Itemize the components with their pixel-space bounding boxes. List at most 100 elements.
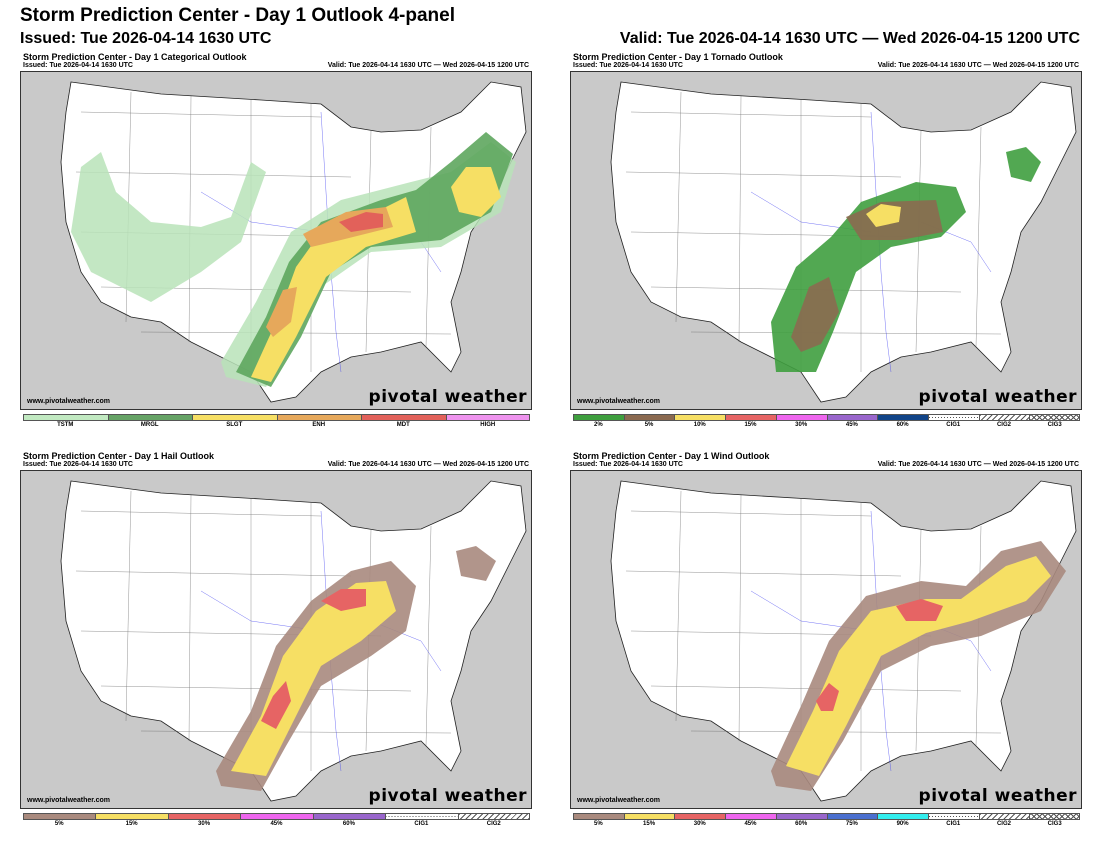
legend-item: 5% bbox=[23, 813, 96, 833]
panel-wind: Storm Prediction Center - Day 1 Wind Out… bbox=[570, 451, 1082, 844]
legend-item: 90% bbox=[877, 813, 928, 833]
legend-label: CIG3 bbox=[1047, 422, 1062, 428]
page-title: Storm Prediction Center - Day 1 Outlook … bbox=[20, 5, 455, 26]
legend-swatch bbox=[623, 813, 675, 820]
map-hail[interactable]: www.pivotalweather.com pivotal weather bbox=[20, 470, 532, 809]
map-tornado[interactable]: www.pivotalweather.com pivotal weather bbox=[570, 71, 1082, 410]
legend-item: TSTM bbox=[23, 414, 108, 434]
legend-item: CIG3 bbox=[1029, 813, 1081, 833]
legend-label: 5% bbox=[594, 821, 603, 827]
legend-swatch bbox=[361, 414, 446, 421]
legend-swatch bbox=[192, 414, 277, 421]
legend-label: 75% bbox=[845, 821, 858, 827]
legend-label: CIG1 bbox=[414, 821, 429, 827]
site-url: www.pivotalweather.com bbox=[577, 398, 660, 405]
panel-valid: Valid: Tue 2026-04-14 1630 UTC — Wed 202… bbox=[327, 461, 529, 468]
map-wind[interactable]: www.pivotalweather.com pivotal weather bbox=[570, 470, 1082, 809]
site-url: www.pivotalweather.com bbox=[27, 797, 110, 804]
legend-label: 60% bbox=[896, 422, 909, 428]
legend-label: CIG2 bbox=[996, 422, 1011, 428]
legend-swatch bbox=[312, 813, 386, 820]
wind-30pct-north bbox=[896, 599, 943, 621]
legend-label: 15% bbox=[744, 422, 757, 428]
legend-swatch bbox=[276, 414, 361, 421]
legend-swatch bbox=[107, 414, 192, 421]
map-svg bbox=[21, 72, 531, 409]
hail-15pct bbox=[231, 581, 396, 776]
map-svg bbox=[571, 471, 1081, 808]
legend-swatch bbox=[826, 414, 878, 421]
legend-label: 15% bbox=[125, 821, 138, 827]
wind-30pct-south bbox=[816, 683, 839, 711]
legend-swatch bbox=[775, 813, 827, 820]
legend-item: 30% bbox=[674, 813, 726, 833]
legend-label: 5% bbox=[54, 821, 64, 827]
mdt-area bbox=[339, 212, 383, 232]
legend-swatch bbox=[623, 414, 675, 421]
site-url: www.pivotalweather.com bbox=[27, 398, 110, 405]
legend-swatch bbox=[775, 414, 827, 421]
legend-label: 60% bbox=[342, 821, 355, 827]
legend-label: 45% bbox=[845, 422, 858, 428]
legend-item: 10% bbox=[674, 414, 726, 434]
legend-item: 45% bbox=[826, 414, 878, 434]
slgt-area-ne bbox=[451, 167, 501, 217]
wind-15pct bbox=[786, 556, 1051, 776]
hail-30pct-north bbox=[321, 589, 366, 611]
legend-swatch bbox=[674, 414, 726, 421]
legend-swatch bbox=[457, 813, 530, 820]
legend-swatch bbox=[573, 414, 624, 421]
panel-categorical: Storm Prediction Center - Day 1 Categori… bbox=[20, 52, 532, 445]
panel-issued: Issued: Tue 2026-04-14 1630 UTC bbox=[573, 62, 683, 69]
legend-item: 75% bbox=[826, 813, 878, 833]
tor-2pct-ne bbox=[1006, 147, 1041, 182]
legend-item: HIGH bbox=[445, 414, 530, 434]
legend-label: CIG3 bbox=[1047, 821, 1062, 827]
legend-label: MRGL bbox=[140, 422, 159, 428]
legend-item: 15% bbox=[95, 813, 168, 833]
legend-label: SLGT bbox=[226, 422, 243, 428]
legend-item: 2% bbox=[573, 414, 624, 434]
legend-item: CIG1 bbox=[927, 813, 979, 833]
panel-issued: Issued: Tue 2026-04-14 1630 UTC bbox=[23, 62, 133, 69]
legend-item: CIG2 bbox=[978, 813, 1030, 833]
brand-logo: pivotal weather bbox=[368, 387, 527, 407]
panel-title: Storm Prediction Center - Day 1 Tornado … bbox=[573, 52, 783, 62]
legend-label: 30% bbox=[795, 422, 808, 428]
legend-swatch bbox=[445, 414, 530, 421]
legend-label: 90% bbox=[896, 821, 909, 827]
legend-swatch bbox=[826, 813, 878, 820]
mrgl-area bbox=[236, 132, 513, 387]
legend-item: 45% bbox=[240, 813, 313, 833]
legend-item: 5% bbox=[623, 414, 675, 434]
panel-valid: Valid: Tue 2026-04-14 1630 UTC — Wed 202… bbox=[327, 62, 529, 69]
panel-issued: Issued: Tue 2026-04-14 1630 UTC bbox=[23, 461, 133, 468]
legend-item: ENH bbox=[276, 414, 361, 434]
slgt-area bbox=[251, 197, 416, 382]
legend-item: MDT bbox=[361, 414, 446, 434]
legend-label: ENH bbox=[312, 422, 326, 428]
panel-valid: Valid: Tue 2026-04-14 1630 UTC — Wed 202… bbox=[877, 461, 1079, 468]
brand-logo: pivotal weather bbox=[368, 786, 527, 806]
issued-time: Issued: Tue 2026-04-14 1630 UTC bbox=[20, 30, 272, 47]
map-categorical[interactable]: www.pivotalweather.com pivotal weather bbox=[20, 71, 532, 410]
legend-item: CIG3 bbox=[1029, 414, 1081, 434]
legend-item: 60% bbox=[312, 813, 386, 833]
legend-item: CIG2 bbox=[978, 414, 1030, 434]
legend: 2% 5% 10% 15% 30% 45% 60% CIG1 CIG2 CIG3 bbox=[573, 414, 1081, 434]
legend-item: SLGT bbox=[192, 414, 277, 434]
legend-item: MRGL bbox=[107, 414, 192, 434]
legend-swatch bbox=[1029, 813, 1081, 820]
legend-swatch bbox=[725, 813, 776, 820]
legend-label: 15% bbox=[643, 821, 656, 827]
panel-tornado: Storm Prediction Center - Day 1 Tornado … bbox=[570, 52, 1082, 445]
legend-swatch bbox=[23, 813, 96, 820]
legend-item: 60% bbox=[877, 414, 928, 434]
legend: 5% 15% 30% 45% 60% 75% 90% CIG1 CIG2 CIG3 bbox=[573, 813, 1081, 833]
legend-label: CIG2 bbox=[996, 821, 1011, 827]
legend-swatch bbox=[877, 813, 928, 820]
brand-logo: pivotal weather bbox=[918, 786, 1077, 806]
legend-label: 60% bbox=[795, 821, 808, 827]
legend-swatch bbox=[240, 813, 313, 820]
legend-item: 15% bbox=[725, 414, 776, 434]
